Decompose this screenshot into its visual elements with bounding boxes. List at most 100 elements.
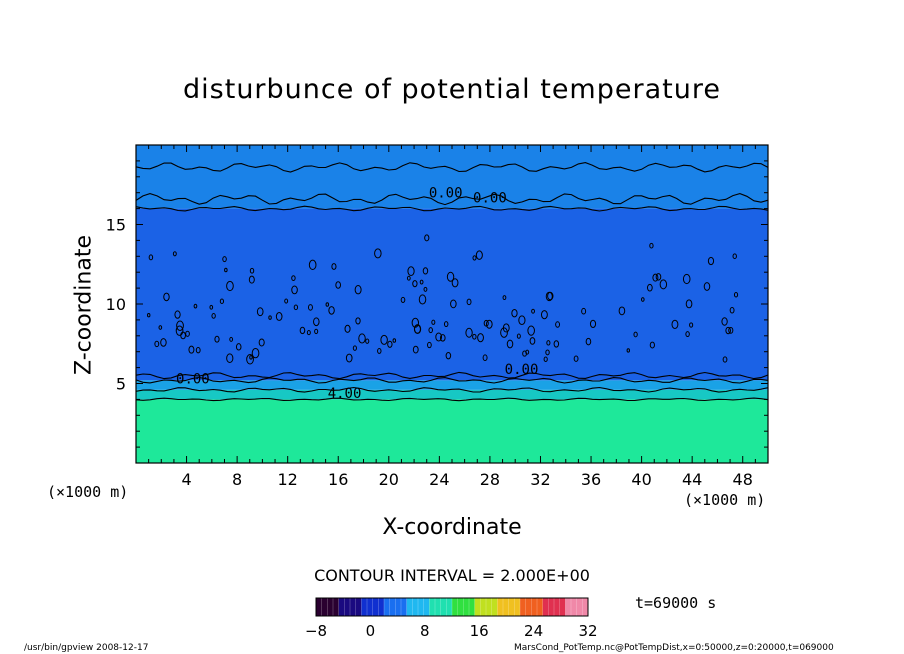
contour-blob — [331, 263, 337, 270]
field-layer-group — [136, 145, 768, 463]
contour-blob — [682, 273, 691, 285]
contour-label-0: 0.00 — [176, 372, 210, 388]
contour-blob — [306, 330, 311, 336]
contour-blob — [545, 349, 550, 356]
x-tick-label: 12 — [278, 470, 298, 489]
contour-blob — [531, 308, 535, 314]
contour-label-2: 0.00 — [505, 362, 539, 378]
contour-blob — [685, 331, 690, 338]
contour-blob — [728, 326, 734, 334]
contour-blob — [640, 297, 645, 302]
contour-blob — [354, 285, 362, 295]
contour-blob — [246, 354, 254, 365]
contour-blob — [649, 242, 654, 249]
contour-blob — [472, 333, 477, 340]
contour-blob — [502, 295, 507, 301]
contour-blob — [553, 340, 560, 348]
contour-blob — [235, 343, 242, 351]
contour-blob — [516, 333, 521, 339]
contour-blob — [689, 322, 694, 328]
colorbar-segment — [406, 598, 430, 616]
contour-blob — [406, 275, 411, 281]
contour-blob — [573, 355, 579, 362]
x-tick-label: 44 — [682, 470, 702, 489]
contour-blob — [540, 310, 548, 320]
contour-blob — [251, 347, 260, 359]
x-axis-label: X-coordinate — [382, 515, 522, 540]
contour-blob — [175, 325, 184, 336]
colorbar-tick-label: 24 — [524, 622, 543, 640]
colorbar-tick-label: 32 — [578, 622, 597, 640]
contour-blob — [174, 310, 181, 319]
field-layer-0 — [136, 399, 768, 463]
contour-blob — [154, 340, 160, 348]
contour-blob — [325, 302, 330, 307]
contour-blob — [518, 315, 526, 326]
colorbar-segment — [338, 598, 362, 616]
contour-blob — [721, 317, 728, 326]
contour-blob — [655, 273, 662, 281]
colorbar-segment — [384, 598, 408, 616]
x-tick-label: 28 — [480, 470, 500, 489]
x-tick-label: 20 — [379, 470, 399, 489]
contour-blob — [275, 312, 283, 321]
contour-blob — [291, 275, 296, 282]
time-label: t=69000 s — [635, 594, 717, 612]
field-layer-3 — [136, 208, 768, 381]
contour-group: 0.00 4.00 0.00 0.00 0.00 — [135, 162, 769, 402]
colorbar-tick-label: 8 — [420, 622, 430, 640]
contour-blob — [308, 259, 317, 271]
contour-blob — [424, 234, 430, 242]
contour-blob — [314, 328, 319, 335]
contour-blob — [527, 325, 535, 336]
contour-blob — [649, 341, 655, 349]
contour-interval-text: CONTOUR INTERVAL = 2.000E+00 — [314, 566, 590, 585]
x-tick-label: 48 — [733, 470, 753, 489]
contour-blob — [439, 334, 446, 342]
y-tick-label: 5 — [116, 375, 126, 394]
contour-label-1: 4.00 — [328, 386, 362, 402]
contour-blob — [419, 279, 424, 285]
contour-blob — [652, 273, 659, 282]
contour-blob — [446, 271, 455, 282]
colorbar-segment — [497, 598, 521, 616]
contour-blob — [733, 292, 739, 298]
contour-blob — [249, 355, 253, 360]
contour-blob — [392, 338, 397, 343]
contour-blob — [258, 338, 265, 347]
colorbar-tick-label: 16 — [470, 622, 489, 640]
contour-blob — [224, 267, 228, 273]
contour-blob — [589, 319, 597, 328]
contour-blob — [685, 299, 693, 309]
contour-blob — [374, 248, 382, 259]
contour-blob — [732, 253, 737, 260]
colorbar-segment — [316, 598, 340, 616]
contour-blob — [163, 292, 170, 302]
contour-blob — [555, 321, 561, 328]
contour-blob — [427, 341, 432, 349]
contour-blob — [211, 313, 216, 319]
contour-blob — [345, 353, 353, 363]
contour-blob — [451, 278, 459, 288]
contour-blob — [431, 319, 436, 325]
contour-blob — [365, 338, 370, 344]
contour-blob — [465, 327, 473, 338]
contour-blob — [423, 286, 428, 292]
contour-blob — [172, 251, 177, 257]
contour-blob — [466, 298, 472, 306]
contour-blob — [485, 319, 493, 329]
x-tick-label: 40 — [631, 470, 651, 489]
contour-blob — [380, 334, 388, 345]
contour-line-5 — [135, 193, 769, 206]
contour-blob — [214, 335, 220, 343]
contour-blob — [193, 303, 198, 309]
contour-blob — [226, 353, 234, 364]
contour-blob — [284, 298, 289, 304]
x-tick-label: 8 — [232, 470, 242, 489]
contour-blob — [418, 294, 427, 305]
contour-blob — [522, 350, 527, 357]
contour-blob — [450, 299, 457, 309]
contour-blob — [411, 317, 420, 328]
contour-blob — [377, 348, 382, 354]
colorbar: −8 0 8 16 24 32 — [305, 597, 598, 640]
